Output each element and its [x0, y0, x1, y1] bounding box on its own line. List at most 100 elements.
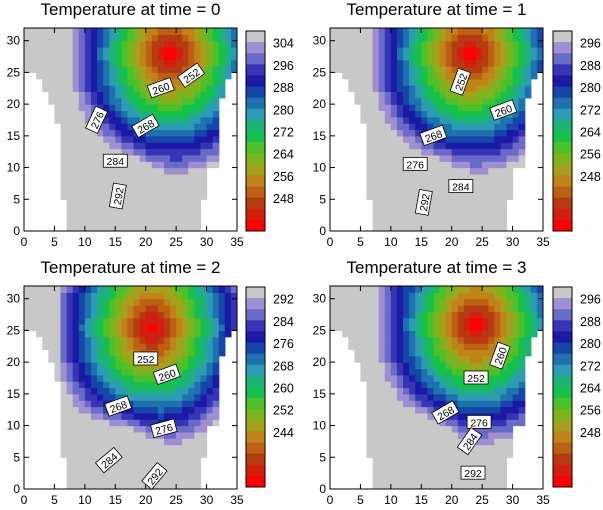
contour-cell	[439, 167, 447, 175]
contour-cell	[115, 324, 122, 332]
contour-cell	[536, 298, 543, 306]
contour-cell	[518, 154, 526, 162]
contour-cell	[90, 317, 98, 325]
contour-cell	[451, 66, 459, 74]
contour-cell	[54, 311, 62, 319]
contour-cell	[439, 419, 447, 427]
contour-cell	[390, 161, 398, 169]
contour-cell	[157, 349, 165, 357]
contour-cell	[488, 311, 495, 319]
contour-cell	[139, 469, 147, 477]
contour-cell	[218, 317, 226, 325]
contour-cell	[494, 393, 501, 401]
contour-cell	[97, 374, 104, 382]
contour-cell	[145, 218, 153, 226]
contour-cell	[439, 72, 447, 80]
contour-cell	[482, 362, 489, 370]
contour-cell	[396, 78, 404, 86]
contour-cell	[206, 148, 214, 156]
contour-cell	[451, 444, 459, 452]
colorbar-tick-label: 296	[273, 59, 294, 73]
contour-cell	[90, 412, 98, 420]
contour-cell	[378, 387, 386, 395]
contour-cell	[390, 224, 398, 231]
contour-cell	[121, 349, 129, 357]
contour-cell	[60, 393, 68, 401]
contour-cell	[127, 148, 135, 156]
contour-cell	[506, 298, 514, 306]
colorbar-segment	[553, 398, 572, 410]
contour-cell	[372, 330, 380, 338]
contour-cell	[206, 393, 214, 401]
contour-cell	[139, 330, 147, 338]
contour-cell	[157, 199, 165, 207]
contour-cell	[170, 336, 177, 344]
contour-cell	[366, 53, 374, 61]
contour-cell	[330, 66, 337, 74]
contour-cell	[482, 123, 489, 131]
contour-cell	[524, 330, 532, 338]
contour-cell	[133, 192, 141, 200]
contour-cell	[415, 47, 422, 54]
colorbar-segment	[246, 153, 265, 165]
contour-cell	[494, 123, 501, 131]
contour-cell	[78, 28, 86, 35]
contour-cell	[90, 129, 98, 137]
contour-cell	[409, 173, 416, 181]
contour-cell	[403, 211, 410, 219]
contour-cell	[506, 425, 514, 433]
contour-cell	[396, 324, 404, 332]
contour-cell	[36, 330, 43, 338]
contour-cell	[469, 343, 477, 351]
contour-cell	[390, 406, 398, 414]
contour-cell	[403, 400, 410, 408]
contour-cell	[415, 186, 422, 194]
contour-cell	[157, 59, 165, 67]
contour-cell	[97, 142, 104, 150]
contour-cell	[66, 469, 74, 477]
contour-cell	[145, 381, 153, 389]
contour-cell	[90, 161, 98, 169]
contour-cell	[151, 148, 159, 156]
contour-cell	[518, 78, 526, 86]
contour-cell	[530, 330, 538, 338]
contour-cell	[194, 400, 202, 408]
colorbar-tick-label: 280	[580, 337, 601, 351]
contour-cell	[488, 154, 495, 162]
contour-label-text: 260	[493, 346, 510, 367]
contour-cell	[230, 47, 237, 54]
contour-cell	[500, 298, 508, 306]
contour-cell	[176, 381, 183, 389]
contour-cell	[396, 66, 404, 74]
contour-cell	[66, 406, 74, 414]
contour-cell	[97, 425, 104, 433]
contour-cell	[512, 59, 520, 67]
contour-cell	[482, 349, 489, 357]
contour-cell	[366, 97, 374, 105]
contour-cell	[403, 53, 410, 61]
contour-cell	[194, 186, 202, 194]
contour-label-text: 268	[424, 128, 445, 145]
contour-cell	[212, 406, 220, 414]
contour-label-box	[85, 105, 109, 134]
contour-cell	[182, 393, 189, 401]
contour-cell	[482, 469, 489, 477]
contour-cell	[97, 161, 104, 169]
contour-cell	[518, 406, 526, 414]
contour-cell	[212, 129, 220, 137]
contour-cell	[482, 438, 489, 446]
contour-cell	[139, 40, 147, 48]
contour-cell	[451, 110, 459, 118]
contour-cell	[409, 110, 416, 118]
contour-cell	[139, 311, 147, 319]
contour-cell	[530, 324, 538, 332]
contour-cell	[476, 85, 483, 93]
contour-cell	[469, 330, 477, 338]
contour-cell	[170, 28, 177, 35]
contour-cell	[206, 116, 214, 124]
contour-cell	[378, 148, 386, 156]
contour-cell	[403, 72, 410, 80]
contour-cell	[421, 374, 428, 382]
contour-cell	[78, 199, 86, 207]
